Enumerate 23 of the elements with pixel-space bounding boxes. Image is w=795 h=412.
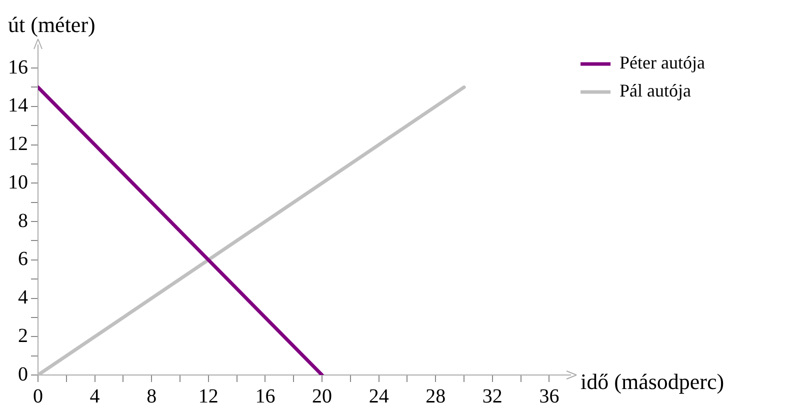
x-tick-label: 16 <box>255 385 276 408</box>
x-tick-label: 8 <box>146 385 157 408</box>
legend-label: Péter autója <box>620 52 706 73</box>
y-tick-label: 2 <box>18 324 28 347</box>
x-tick-label: 32 <box>482 385 502 408</box>
x-tick-label: 24 <box>368 385 389 408</box>
y-axis-title: út (méter) <box>8 12 96 37</box>
x-tick-label: 36 <box>539 385 560 408</box>
y-tick-label: 10 <box>8 171 28 194</box>
x-tick-label: 20 <box>312 385 332 408</box>
y-tick-label: 6 <box>18 248 28 270</box>
y-tick-label: 8 <box>18 210 28 232</box>
x-tick-label: 28 <box>426 385 446 408</box>
y-tick-label: 12 <box>8 133 28 156</box>
x-tick-label: 12 <box>198 385 218 408</box>
y-tick-label: 14 <box>8 94 28 117</box>
x-axis-title: idő (másodperc) <box>580 368 724 394</box>
y-tick-label: 0 <box>18 363 28 386</box>
x-tick-label: 4 <box>90 385 100 408</box>
y-tick-label: 4 <box>18 286 28 309</box>
legend-label: Pál autója <box>620 80 692 101</box>
y-tick-label: 16 <box>8 56 28 78</box>
x-tick-label: 0 <box>33 385 43 408</box>
